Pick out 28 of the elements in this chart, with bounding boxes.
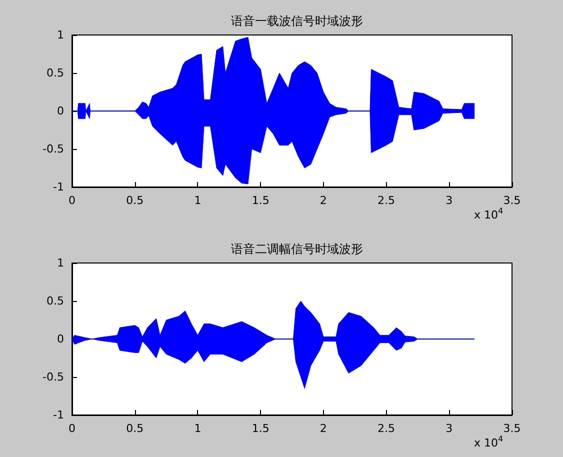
x-tick-label: 2.5: [378, 422, 396, 435]
y-tick-label: 0.5: [46, 66, 64, 80]
x-tick-label: 3.5: [503, 422, 521, 435]
x-tick-label: 3: [446, 194, 453, 207]
x-tick-label: 0.5: [126, 422, 144, 435]
x-tick-label: 2: [320, 194, 327, 207]
y-tick-label: -0.5: [42, 370, 64, 384]
x-tick-label: 1.5: [252, 422, 270, 435]
y-tick-label: 0: [57, 332, 64, 346]
x-tick-label: 1: [194, 194, 202, 207]
y-tick-label: -1: [53, 408, 64, 422]
x-tick-label: 0.5: [126, 194, 144, 207]
x-tick-label: 1.5: [252, 194, 270, 207]
y-tick-label: 1: [57, 256, 64, 270]
y-tick-label: 0: [57, 104, 64, 118]
y-tick-label: -0.5: [42, 142, 64, 156]
x-tick-label: 0: [68, 422, 76, 435]
x-tick-label: 0: [68, 194, 76, 207]
x-tick-label: 1: [194, 422, 202, 435]
y-tick-label: 1: [57, 28, 64, 42]
x-tick-label: 2.5: [378, 194, 396, 207]
y-tick-label: 0.5: [46, 294, 64, 308]
x-tick-label: 2: [320, 422, 327, 435]
x-tick-label: 3.5: [503, 194, 521, 207]
chart-title: 语音一载波信号时域波形: [231, 14, 363, 28]
x-tick-label: 3: [446, 422, 453, 435]
chart-title: 语音二调幅信号时域波形: [231, 242, 363, 256]
y-tick-label: -1: [53, 180, 64, 194]
